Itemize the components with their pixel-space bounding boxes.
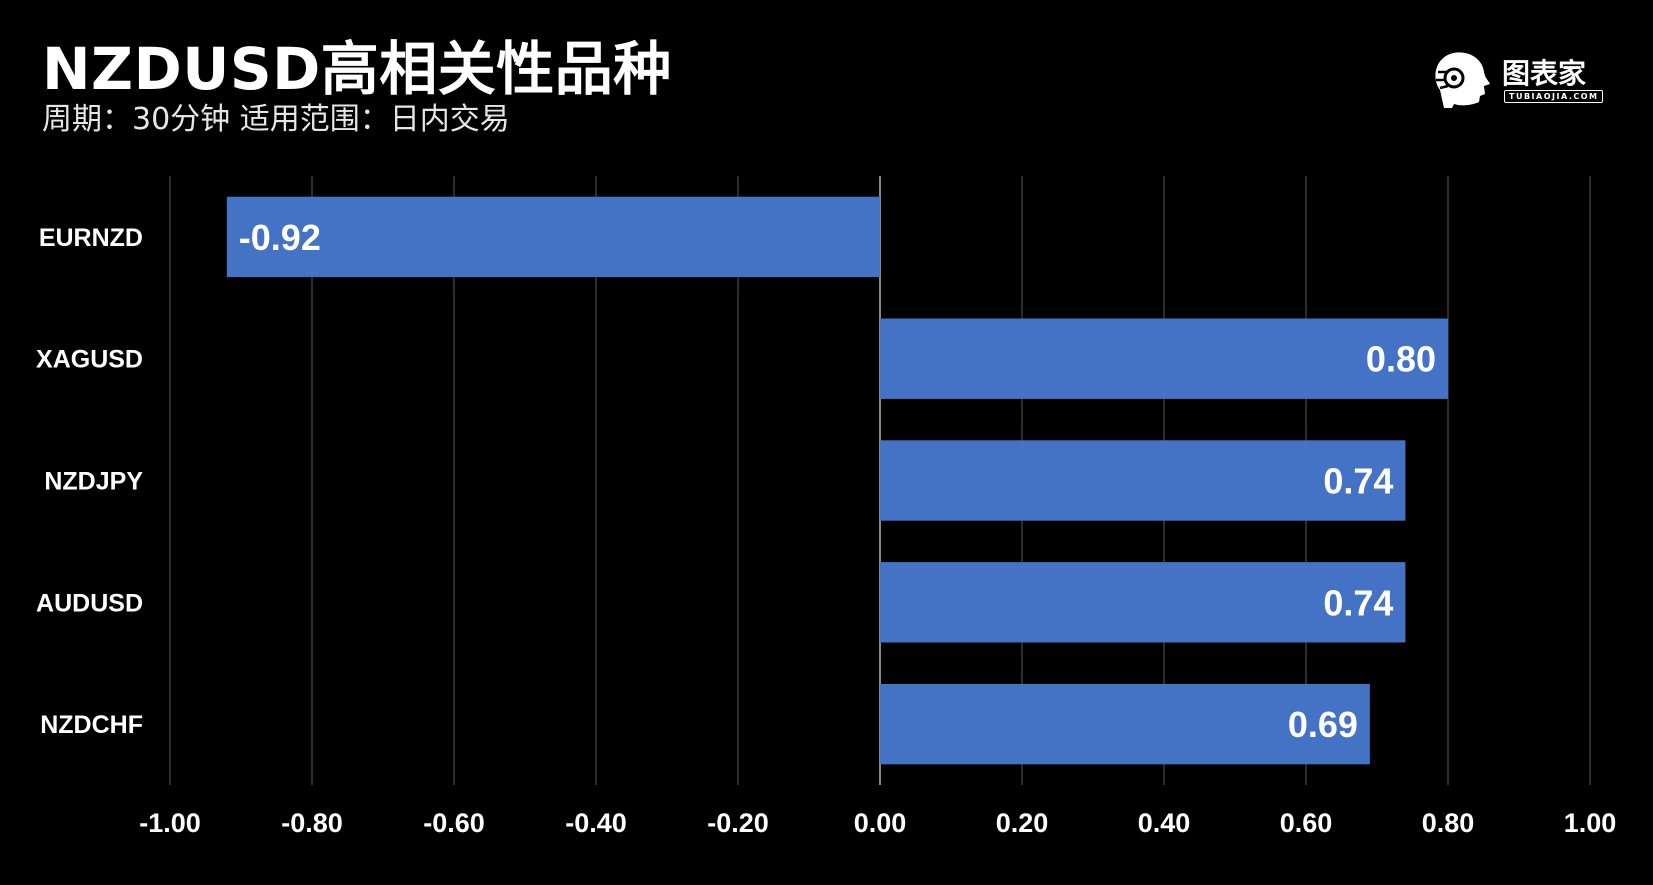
x-tick-label: 0.60 (1280, 808, 1333, 838)
data-label: 0.74 (1323, 582, 1393, 623)
x-tick-label: 0.80 (1422, 808, 1475, 838)
chart-title: NZDUSD高相关性品种 (42, 35, 672, 103)
bar (880, 318, 1448, 399)
y-category-label: NZDJPY (44, 468, 143, 496)
brand-name: 图表家 (1502, 57, 1587, 90)
x-tick-label: -0.80 (281, 808, 343, 838)
data-label: -0.92 (239, 217, 321, 258)
x-tick-label: 0.00 (854, 808, 907, 838)
y-category-label: NZDCHF (40, 711, 143, 739)
y-category-label: XAGUSD (36, 346, 143, 374)
x-tick-label: 0.40 (1138, 808, 1191, 838)
chart-subtitle: 周期：30分钟 适用范围：日内交易 (42, 102, 510, 137)
data-label: 0.80 (1366, 339, 1436, 380)
bar (880, 562, 1406, 643)
brand-url: TUBIAOJIA.COM (1504, 90, 1604, 103)
x-tick-label: -0.60 (423, 808, 485, 838)
brand-logo: 图表家 TUBIAOJIA.COM (1430, 50, 1610, 112)
bar (880, 683, 1370, 765)
y-category-label: AUDUSD (36, 589, 143, 617)
data-label: 0.69 (1288, 704, 1358, 745)
brand-head-icon (1435, 52, 1490, 108)
y-category-label: EURNZD (39, 224, 143, 252)
bar (226, 196, 881, 278)
x-tick-label: -0.20 (707, 808, 769, 838)
x-tick-label: -1.00 (139, 808, 201, 838)
bar (880, 440, 1406, 521)
x-tick-label: 0.20 (996, 808, 1049, 838)
x-tick-label: 1.00 (1564, 808, 1617, 838)
data-label: 0.74 (1323, 461, 1393, 502)
x-tick-label: -0.40 (565, 808, 627, 838)
